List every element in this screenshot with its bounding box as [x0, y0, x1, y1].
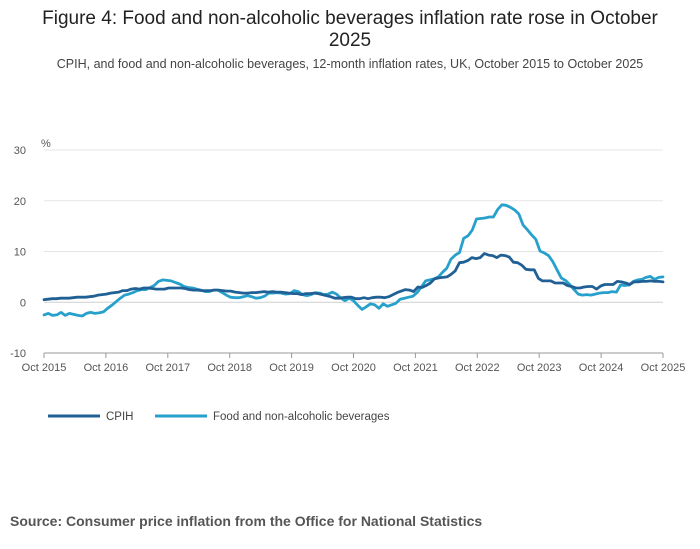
x-tick-label: Oct 2018	[207, 362, 252, 374]
x-tick-label: Oct 2016	[84, 362, 129, 374]
x-tick-label: Oct 2020	[331, 362, 376, 374]
y-tick-label: 0	[20, 297, 26, 309]
y-tick-label: 10	[14, 247, 26, 259]
x-tick-label: Oct 2019	[269, 362, 314, 374]
chart-title: Figure 4: Food and non-alcoholic beverag…	[42, 8, 658, 51]
y-tick-label: 30	[14, 145, 26, 157]
x-tick-label: Oct 2023	[517, 362, 562, 374]
y-tick-label: 20	[14, 196, 26, 208]
y-axis: 30 20 10 0 -10%	[10, 138, 51, 360]
legend: CPIH Food and non-alcoholic beverages	[48, 411, 390, 423]
x-tick-label: Oct 2022	[455, 362, 500, 374]
x-axis: Oct 2015 Oct 2016 Oct 2017 Oct 2018 Oct 2019…	[22, 352, 686, 374]
y-tick-label: -10	[10, 348, 26, 360]
series-line-cpih	[42, 252, 665, 302]
x-tick-label: Oct 2025	[641, 362, 686, 374]
x-tick-label: Oct 2021	[393, 362, 438, 374]
x-tick-label: Oct 2015	[22, 362, 67, 374]
legend-label: CPIH	[106, 411, 133, 423]
chart-subtitle: CPIH, and food and non-alcoholic beverag…	[56, 57, 644, 71]
y-axis-unit-label: %	[41, 138, 51, 150]
source-note: Source: Consumer price inflation from th…	[10, 513, 483, 529]
series-lines	[42, 203, 665, 318]
x-tick-label: Oct 2017	[145, 362, 190, 374]
legend-label: Food and non-alcoholic beverages	[213, 411, 390, 423]
x-tick-label: Oct 2024	[579, 362, 624, 374]
gridlines	[44, 149, 663, 354]
